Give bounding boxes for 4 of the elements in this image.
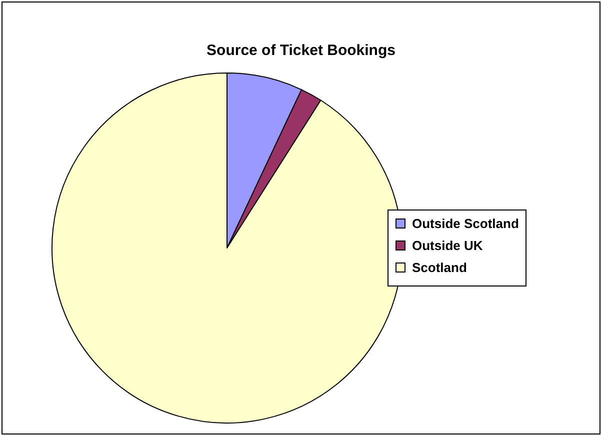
legend-label: Outside Scotland [412,216,519,231]
legend-label: Outside UK [412,238,484,253]
chart-title: Source of Ticket Bookings [206,42,396,59]
legend-label: Scotland [412,260,467,275]
